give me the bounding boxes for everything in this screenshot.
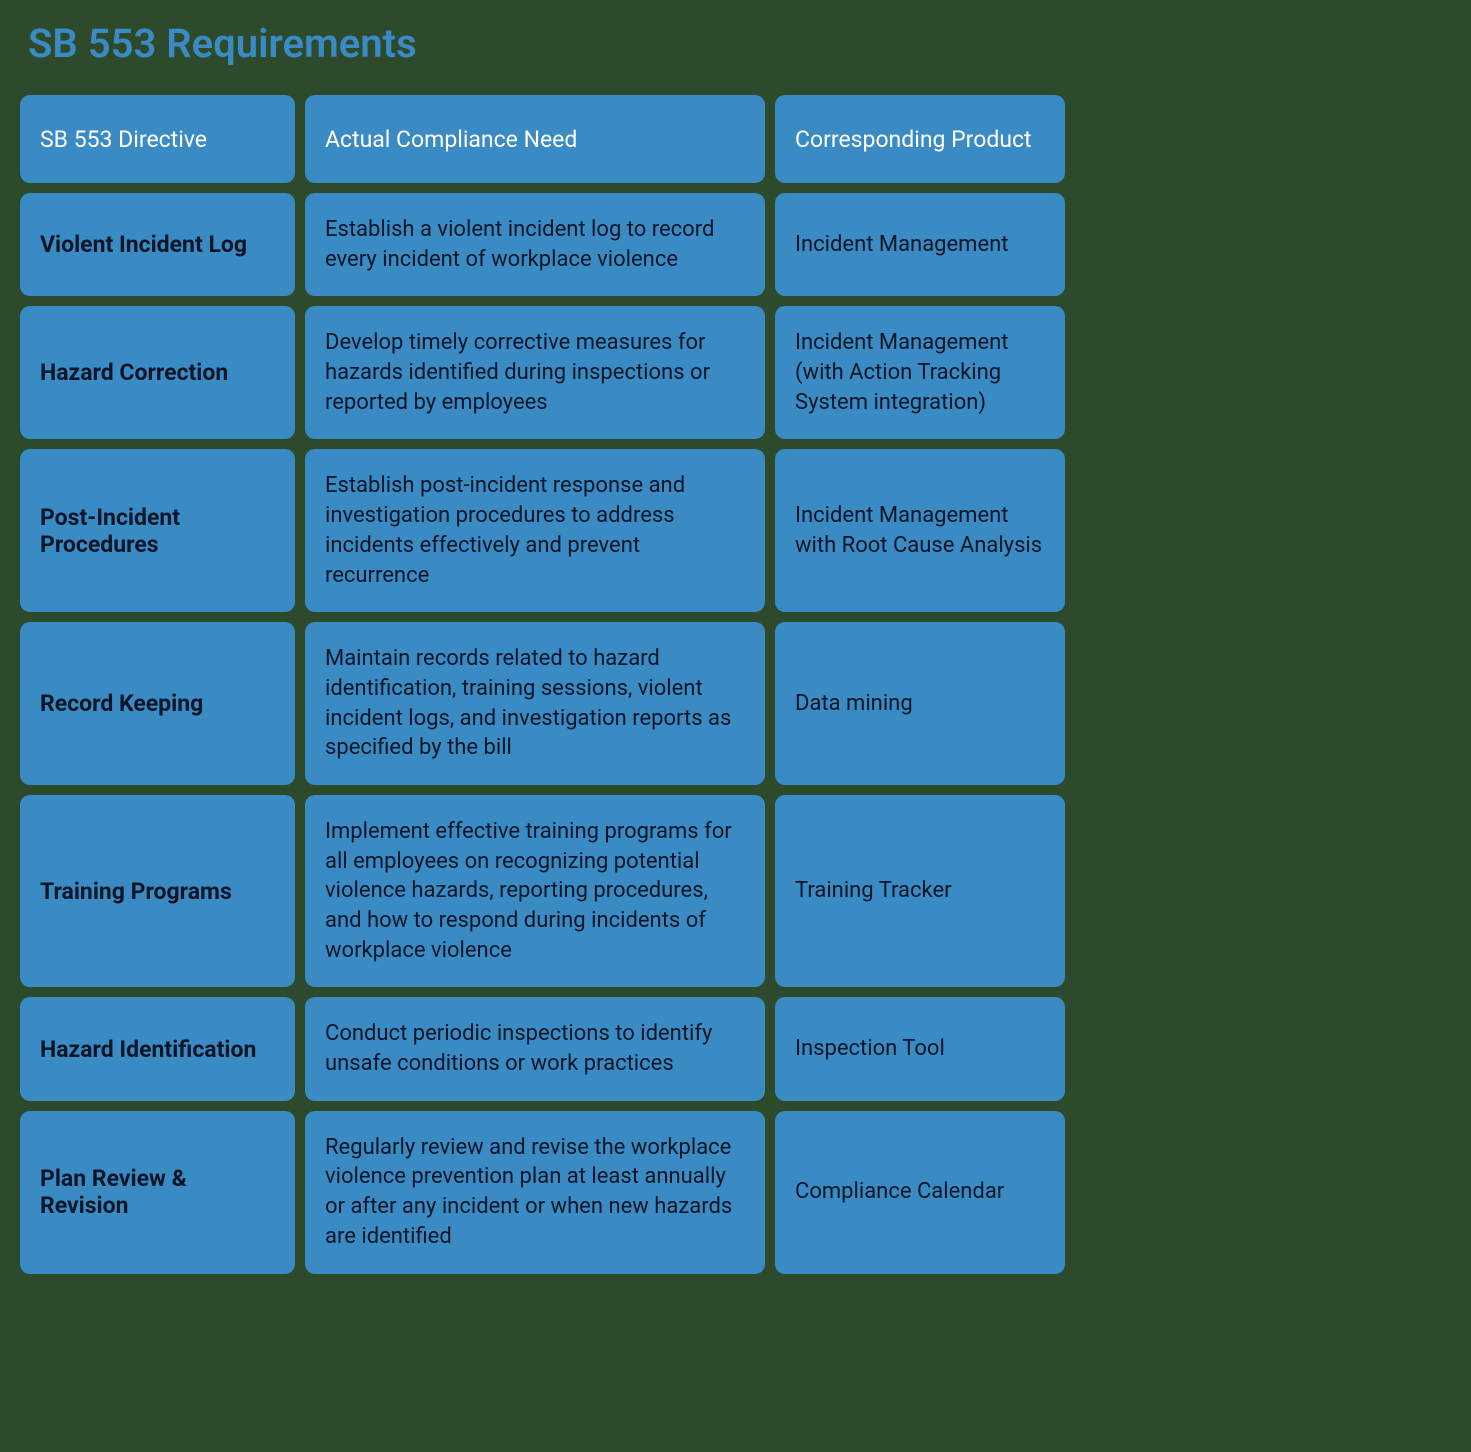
table-row-compliance: Establish post-incident response and inv… [305, 449, 765, 612]
table-row-product: Inspection Tool [775, 997, 1065, 1100]
table-row-product: Incident Management with Root Cause Anal… [775, 449, 1065, 612]
table-row-directive: Hazard Correction [20, 306, 295, 439]
table-row-compliance: Maintain records related to hazard ident… [305, 622, 765, 785]
table-row-directive: Plan Review & Revision [20, 1111, 295, 1274]
table-row-directive: Hazard Identification [20, 997, 295, 1100]
table-row-product: Training Tracker [775, 795, 1065, 987]
header-compliance: Actual Compliance Need [305, 95, 765, 183]
table-row-directive: Training Programs [20, 795, 295, 987]
table-row-compliance: Implement effective training programs fo… [305, 795, 765, 987]
table-row-directive: Record Keeping [20, 622, 295, 785]
table-row-compliance: Establish a violent incident log to reco… [305, 193, 765, 296]
table-row-compliance: Regularly review and revise the workplac… [305, 1111, 765, 1274]
header-product: Corresponding Product [775, 95, 1065, 183]
table-row-product: Data mining [775, 622, 1065, 785]
table-row-directive: Post-Incident Procedures [20, 449, 295, 612]
page-title: SB 553 Requirements [20, 20, 1451, 67]
header-directive: SB 553 Directive [20, 95, 295, 183]
table-row-product: Incident Management [775, 193, 1065, 296]
table-row-compliance: Conduct periodic inspections to identify… [305, 997, 765, 1100]
requirements-table: SB 553 Directive Actual Compliance Need … [20, 95, 1451, 1274]
table-row-product: Compliance Calendar [775, 1111, 1065, 1274]
table-row-product: Incident Management (with Action Trackin… [775, 306, 1065, 439]
table-row-compliance: Develop timely corrective measures for h… [305, 306, 765, 439]
table-row-directive: Violent Incident Log [20, 193, 295, 296]
